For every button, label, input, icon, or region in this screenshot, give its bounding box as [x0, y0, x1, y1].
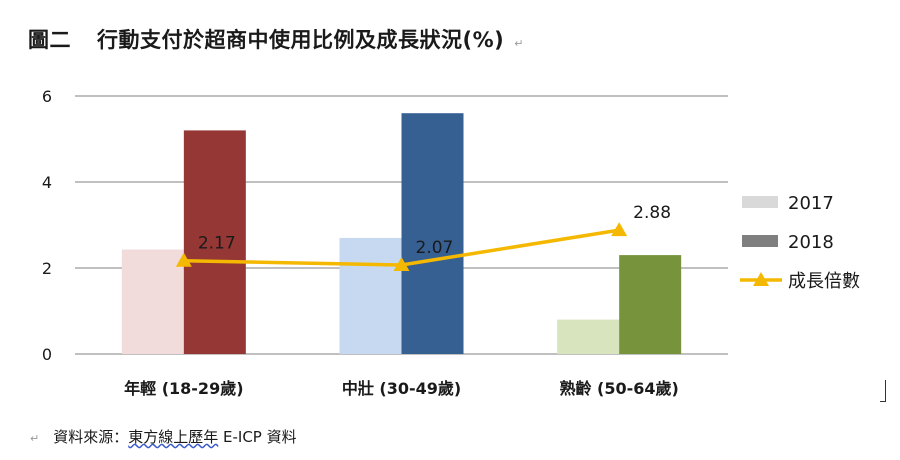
figure-title-text: 行動支付於超商中使用比例及成長狀況(%) [97, 28, 505, 52]
growth-data-label: 2.17 [198, 234, 236, 254]
y-tick-label: 0 [42, 345, 52, 364]
legend-label: 2018 [788, 232, 834, 253]
legend-label: 成長倍數 [788, 271, 860, 292]
x-tick-label: 熟齡 (50-64歲) [559, 379, 678, 398]
x-tick-label: 年輕 (18-29歲) [124, 379, 243, 398]
bar-2017 [339, 237, 402, 354]
growth-data-label: 2.88 [633, 203, 671, 223]
bar-line-chart: 0 2 4 6 年輕 (18-29歲) 中壯 (30-49歲) 熟齡 (50-64歲) 2.1… [42, 87, 860, 398]
legend-swatch-2017 [742, 196, 778, 208]
growth-marker [175, 252, 192, 267]
growth-data-label: 2.07 [416, 238, 454, 258]
bar-2018 [401, 113, 464, 354]
chart-title: 圖二 行動支付於超商中使用比例及成長狀況(%) ↵ [28, 24, 524, 54]
figure-number: 圖二 [28, 28, 71, 52]
bar-2017 [557, 319, 620, 354]
y-tick-label: 6 [42, 87, 52, 106]
growth-marker [393, 256, 410, 271]
growth-marker [611, 222, 628, 237]
legend-swatch-marker [753, 272, 769, 286]
source-suffix: E-ICP 資料 [218, 428, 297, 446]
paragraph-mark-icon: ↵ [514, 37, 524, 50]
bar-2018 [619, 255, 682, 354]
legend-label: 2017 [788, 193, 834, 214]
text-cursor-icon [880, 380, 886, 402]
y-tick-label: 2 [42, 259, 52, 278]
paragraph-mark-icon: ↵ [30, 432, 40, 445]
source-prefix: 資料來源： [53, 428, 129, 446]
x-tick-label: 中壯 (30-49歲) [342, 379, 461, 398]
source-note: ↵ 資料來源：東方線上歷年 E-ICP 資料 [30, 426, 297, 447]
bar-2017 [121, 249, 184, 354]
bar-2018 [183, 130, 246, 354]
source-link-text[interactable]: 東方線上歷年 [128, 428, 219, 446]
legend-swatch-2018 [742, 235, 778, 247]
y-tick-label: 4 [42, 173, 52, 192]
